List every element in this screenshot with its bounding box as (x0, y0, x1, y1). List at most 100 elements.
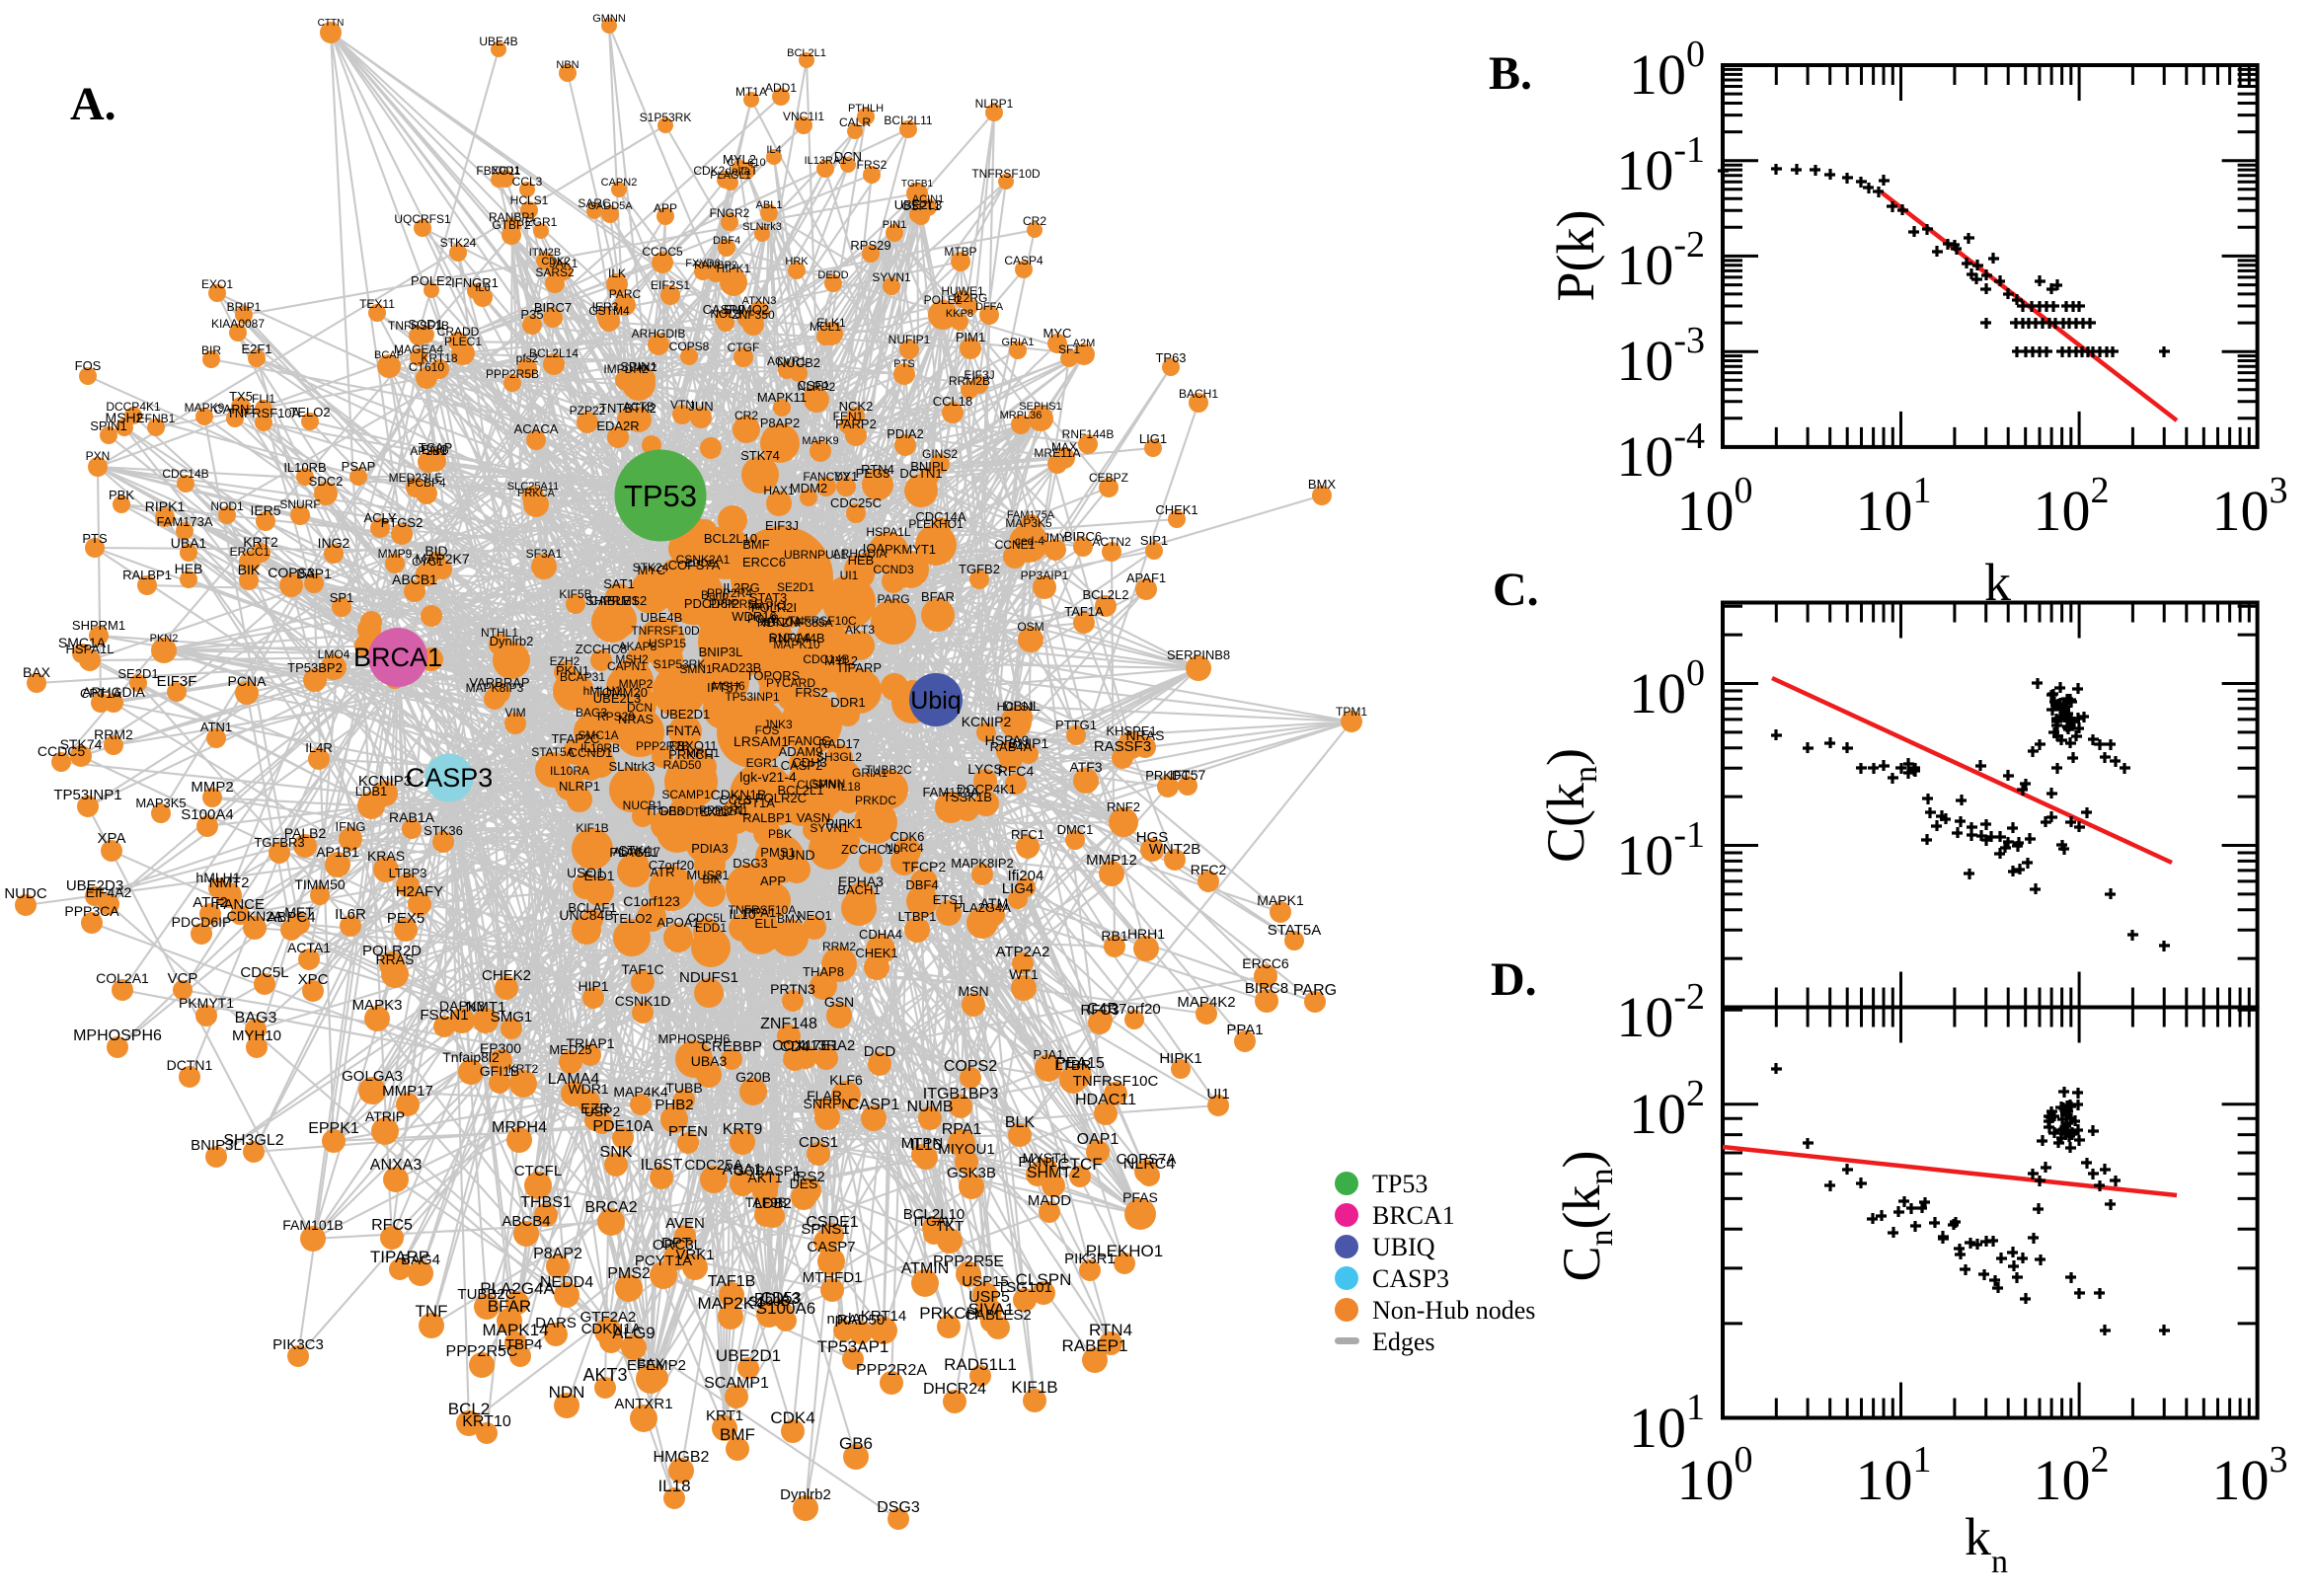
svg-text:IFT57: IFT57 (1170, 767, 1206, 783)
svg-text:CEBPZ: CEBPZ (1089, 471, 1128, 485)
svg-text:SP1: SP1 (330, 590, 354, 605)
svg-text:PXN: PXN (86, 449, 111, 463)
svg-text:BLK: BLK (1005, 1114, 1036, 1131)
svg-text:VIM: VIM (504, 706, 525, 720)
svg-text:MRC1: MRC1 (686, 746, 720, 760)
svg-text:RFC2: RFC2 (1191, 862, 1227, 877)
svg-text:GSTM4: GSTM4 (588, 304, 630, 318)
svg-text:PCBP4: PCBP4 (407, 476, 446, 490)
svg-text:CDC25C: CDC25C (830, 495, 882, 510)
svg-text:CLSPN: CLSPN (1016, 1270, 1072, 1289)
svg-text:TEX11: TEX11 (359, 297, 395, 311)
svg-text:CSF1: CSF1 (797, 378, 829, 393)
svg-text:P8AP2: P8AP2 (760, 416, 800, 430)
svg-text:100: 100 (1629, 652, 1705, 725)
svg-text:PARG: PARG (877, 592, 909, 606)
svg-text:SCAMP1: SCAMP1 (661, 788, 711, 801)
svg-text:TUBB2C: TUBB2C (865, 763, 912, 777)
svg-text:Ubiq: Ubiq (910, 687, 961, 715)
svg-text:SEPHS1: SEPHS1 (1019, 401, 1061, 413)
svg-text:RFC1: RFC1 (1011, 827, 1044, 842)
svg-text:GTBP2: GTBP2 (492, 218, 531, 232)
svg-text:RABEP1: RABEP1 (1061, 1336, 1127, 1355)
svg-text:PP3AIP1: PP3AIP1 (1021, 569, 1069, 582)
svg-text:UI1: UI1 (1206, 1086, 1229, 1102)
svg-text:hMLH1: hMLH1 (583, 684, 622, 698)
svg-text:ACIN1: ACIN1 (912, 193, 944, 205)
svg-text:UBE2D1: UBE2D1 (660, 707, 711, 722)
svg-text:ACVR1: ACVR1 (767, 354, 807, 368)
svg-text:ERCC6: ERCC6 (742, 555, 786, 570)
svg-text:RANBP2: RANBP2 (694, 260, 737, 271)
svg-text:TP53BP2: TP53BP2 (287, 660, 343, 675)
svg-text:ACACA: ACACA (514, 421, 559, 436)
svg-text:TNFRSF1B: TNFRSF1B (388, 319, 449, 333)
svg-text:DCN: DCN (627, 701, 653, 715)
svg-text:GORASP1: GORASP1 (733, 1163, 801, 1178)
svg-text:CASP9: CASP9 (703, 302, 745, 317)
svg-text:RNF2: RNF2 (1107, 799, 1140, 814)
svg-text:TFCP2: TFCP2 (902, 859, 947, 874)
svg-text:USO1: USO1 (567, 865, 604, 880)
svg-text:MAGEA4: MAGEA4 (394, 342, 443, 356)
svg-text:TSSK1B: TSSK1B (943, 790, 992, 804)
svg-text:10-1: 10-1 (1616, 129, 1705, 202)
svg-text:ARHGDIA: ARHGDIA (82, 684, 145, 700)
svg-text:Ifi204: Ifi204 (1008, 868, 1044, 884)
svg-text:GMNN: GMNN (592, 13, 626, 25)
svg-text:ATP2A2: ATP2A2 (996, 944, 1050, 960)
svg-text:ATMIN: ATMIN (901, 1260, 950, 1277)
svg-text:ACTA1: ACTA1 (287, 940, 331, 955)
svg-text:PPP3R1: PPP3R1 (699, 803, 744, 817)
svg-text:pfs2: pfs2 (516, 351, 539, 365)
svg-text:EXO1: EXO1 (201, 277, 233, 291)
svg-text:ACTN2: ACTN2 (1092, 535, 1131, 549)
svg-text:TP53INP1: TP53INP1 (53, 787, 121, 803)
svg-text:hMLH1: hMLH1 (195, 870, 240, 885)
svg-text:PPP2R2B: PPP2R2B (636, 739, 689, 753)
svg-text:ITGB1BP3: ITGB1BP3 (923, 1086, 999, 1102)
svg-text:MAPK14: MAPK14 (482, 1321, 548, 1339)
svg-text:TELO2: TELO2 (289, 405, 330, 419)
svg-text:CDC5L: CDC5L (687, 911, 727, 925)
svg-text:SARS2: SARS2 (535, 266, 575, 279)
svg-text:UNC84B: UNC84B (559, 907, 613, 923)
svg-text:CSNK2A1: CSNK2A1 (676, 553, 731, 567)
svg-text:BNIP3L: BNIP3L (699, 645, 743, 659)
svg-text:KCNIP2: KCNIP2 (962, 714, 1012, 729)
svg-text:RIPK1: RIPK1 (825, 816, 863, 831)
svg-text:PLA2G4A: PLA2G4A (954, 900, 1011, 915)
svg-text:GINS2: GINS2 (922, 447, 958, 461)
svg-text:AKT3: AKT3 (582, 1365, 627, 1385)
svg-text:CHEK1: CHEK1 (1155, 502, 1197, 517)
svg-text:GRIA1: GRIA1 (852, 766, 888, 780)
svg-text:PTEN: PTEN (668, 1123, 708, 1140)
svg-text:CALR: CALR (839, 115, 871, 129)
svg-text:MDM2: MDM2 (790, 481, 827, 495)
svg-text:SYVN1: SYVN1 (810, 821, 849, 835)
svg-text:PZP22: PZP22 (570, 404, 606, 418)
svg-text:IL10RB: IL10RB (580, 741, 620, 755)
svg-text:BCL2: BCL2 (448, 1400, 491, 1418)
svg-text:MPHOSPH6: MPHOSPH6 (658, 1031, 731, 1046)
svg-text:EDD1: EDD1 (491, 165, 519, 177)
svg-text:MYH10: MYH10 (232, 1027, 281, 1044)
svg-text:HSPA1L: HSPA1L (866, 525, 910, 539)
svg-text:PKN1: PKN1 (556, 663, 589, 678)
svg-text:102: 102 (2034, 1439, 2110, 1512)
svg-text:TP53: TP53 (1372, 1170, 1428, 1198)
svg-text:CTGF: CTGF (728, 341, 760, 354)
svg-text:RPS29: RPS29 (597, 710, 635, 723)
svg-text:VTN: VTN (670, 398, 694, 412)
svg-text:UBE2D1: UBE2D1 (716, 1346, 781, 1365)
svg-text:STAT5A: STAT5A (1268, 922, 1321, 939)
svg-text:Tnfaip8l2: Tnfaip8l2 (442, 1049, 500, 1065)
svg-text:DCTN1: DCTN1 (167, 1057, 213, 1073)
svg-text:PIK3C3: PIK3C3 (272, 1336, 324, 1353)
svg-text:PPP2R2A: PPP2R2A (856, 1362, 927, 1379)
svg-text:HSPA9: HSPA9 (985, 732, 1030, 748)
svg-text:APOA1: APOA1 (656, 915, 699, 930)
svg-text:ATM: ATM (980, 895, 1009, 911)
svg-text:AKT3: AKT3 (845, 623, 875, 637)
svg-text:RIPK1: RIPK1 (145, 498, 186, 514)
